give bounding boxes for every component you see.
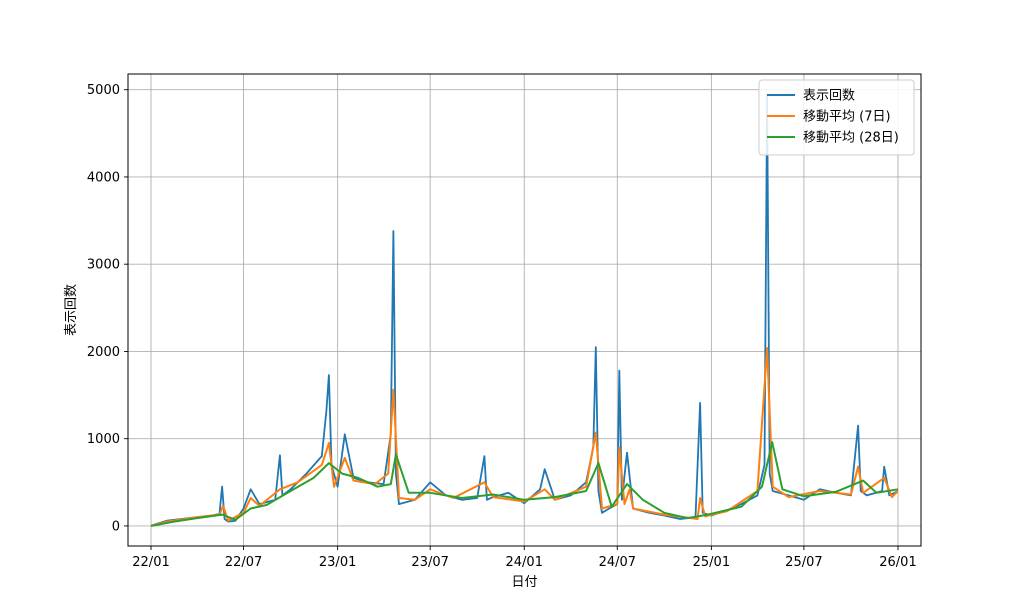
- x-tick-label: 22/07: [225, 555, 262, 570]
- x-tick-label: 24/01: [506, 555, 543, 570]
- y-tick-label: 4000: [87, 170, 120, 185]
- legend-entry-0: 表示回数: [803, 89, 855, 104]
- y-tick-label: 3000: [87, 258, 120, 273]
- axes-layer: 22/01 22/07 23/01 23/07 24/01 24/07 25/01 25/07…: [87, 83, 917, 570]
- y-tick-label: 5000: [87, 83, 120, 98]
- x-tick-label: 22/01: [132, 555, 169, 570]
- x-axis-label: 日付: [511, 575, 537, 590]
- legend-box: [758, 79, 915, 156]
- x-tick-label: 23/07: [411, 555, 448, 570]
- plot-series-layer: [150, 94, 899, 527]
- x-tick-label: 24/07: [599, 555, 636, 570]
- legend-entry-2: 移動平均 (28日): [803, 131, 899, 146]
- y-axis-label: 表示回数: [64, 284, 79, 336]
- y-tick-label: 2000: [87, 345, 120, 360]
- series-line-1: [150, 347, 899, 527]
- series-line-0: [150, 94, 899, 527]
- x-tick-label: 23/01: [319, 555, 356, 570]
- x-tick-label: 25/01: [693, 555, 730, 570]
- x-tick-label: 26/01: [879, 555, 916, 570]
- y-tick-label: 0: [112, 519, 120, 534]
- series-line-2: [150, 441, 899, 527]
- legend-entry-1: 移動平均 (7日): [803, 110, 891, 125]
- y-tick-label: 1000: [87, 432, 120, 447]
- x-tick-label: 25/07: [785, 555, 822, 570]
